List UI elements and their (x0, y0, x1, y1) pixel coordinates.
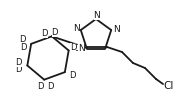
Text: D: D (37, 82, 43, 91)
Text: N: N (94, 11, 100, 19)
Text: D: D (42, 29, 48, 38)
Text: N: N (113, 25, 120, 34)
Text: D: D (15, 65, 22, 74)
Text: D: D (70, 71, 76, 80)
Text: N: N (78, 44, 85, 53)
Text: D: D (52, 28, 58, 37)
Text: N: N (73, 24, 80, 33)
Text: D: D (73, 44, 80, 53)
Text: D: D (70, 43, 76, 52)
Text: D: D (15, 58, 22, 67)
Text: D: D (19, 35, 25, 44)
Text: Cl: Cl (164, 81, 174, 91)
Text: D: D (20, 43, 26, 52)
Text: D: D (47, 82, 54, 91)
